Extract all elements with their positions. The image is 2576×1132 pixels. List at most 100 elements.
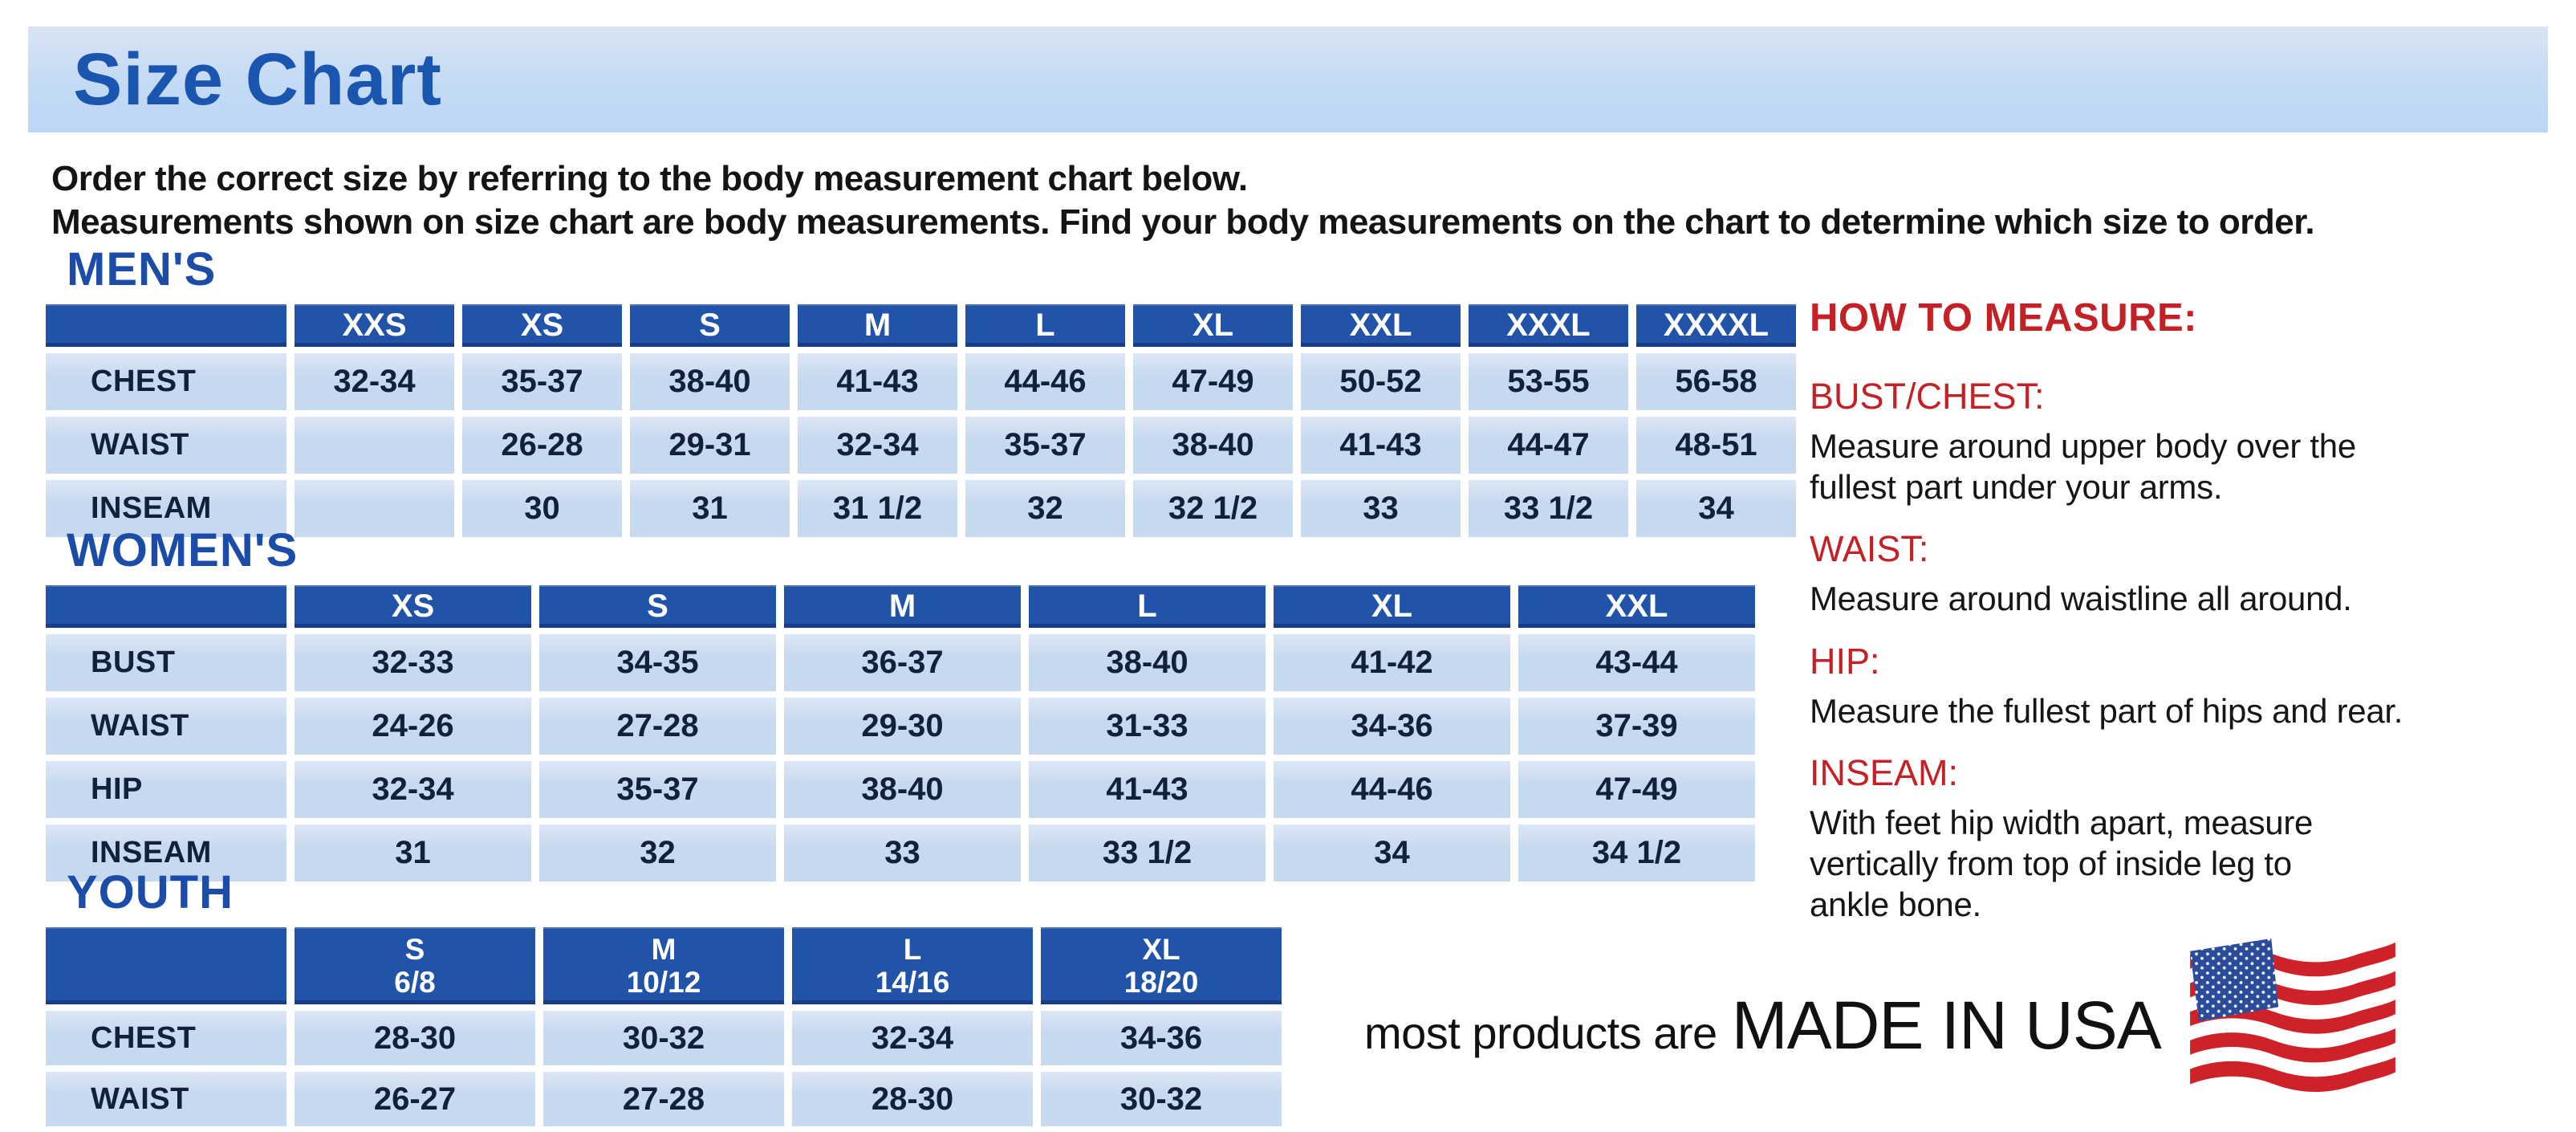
size-cell: [295, 480, 454, 537]
size-column-header: L: [1029, 585, 1266, 628]
section-heading-mens: MEN'S: [67, 243, 217, 295]
size-cell: 37-39: [1518, 698, 1755, 755]
made-in-usa-emphasis: MADE IN USA: [1731, 987, 2162, 1063]
row-label: CHEST: [46, 1011, 286, 1065]
size-cell: 38-40: [630, 353, 790, 410]
size-cell: 33: [784, 825, 1021, 882]
size-column-header: XL: [1133, 304, 1293, 347]
section-heading-youth: YOUTH: [67, 866, 234, 918]
size-column-header: XXL: [1518, 585, 1755, 628]
size-cell: 28-30: [792, 1072, 1033, 1126]
row-label: WAIST: [46, 1072, 286, 1126]
usa-flag-icon: [2189, 938, 2395, 1093]
flag-stripe: [2189, 1042, 2395, 1078]
size-cell: 29-30: [784, 698, 1021, 755]
size-column-header: XL 18/20: [1041, 927, 1282, 1004]
size-cell: 32: [965, 480, 1125, 537]
youth-size-table: S 6/8 M 10/12 L 14/16 XL 18/20 CHEST 28-30 30-…: [46, 927, 1282, 1126]
measure-instruction-waist: Measure around waistline all around.: [1810, 580, 2352, 618]
measure-instruction-inseam: With feet hip width apart, measure verti…: [1810, 803, 2314, 924]
table-corner-cell: [46, 585, 286, 628]
measure-term-bust-chest: BUST/CHEST:: [1810, 376, 2045, 417]
mens-size-table: XXS XS S M L XL XXL XXXL XXXXL CHEST 32-34 35-37 38-…: [46, 304, 1796, 537]
size-cell: 33: [1301, 480, 1461, 537]
size-cell: 41-42: [1274, 634, 1510, 691]
youth-section: YOUTH S 6/8 M 10/12 L 14/16 XL 18/20 CHEST 28…: [46, 865, 1282, 1126]
size-cell: 41-43: [798, 353, 957, 410]
size-cell: 34: [1636, 480, 1796, 537]
size-column-header: M 10/12: [543, 927, 784, 1004]
size-cell: 32-33: [295, 634, 531, 691]
size-cell: 34: [1274, 825, 1510, 882]
size-cell: 41-43: [1029, 761, 1266, 818]
size-cell: 34-35: [539, 634, 776, 691]
page-title: Size Chart: [73, 38, 442, 120]
flag-stripe: [2189, 1014, 2395, 1049]
size-cell: 32 1/2: [1133, 480, 1293, 537]
size-cell: 30-32: [1041, 1072, 1282, 1126]
intro-line-2: Measurements shown on size chart are bod…: [51, 202, 2315, 242]
size-cell: 27-28: [539, 698, 776, 755]
size-cell: 31: [295, 825, 531, 882]
size-cell: 30: [462, 480, 622, 537]
flag-stripe: [2189, 1028, 2395, 1064]
section-heading-womens: WOMEN'S: [67, 524, 299, 576]
size-column-header: S: [630, 304, 790, 347]
made-in-usa-prefix: most products are: [1364, 1008, 1717, 1058]
size-column-header: L 14/16: [792, 927, 1033, 1004]
size-column-header: L: [965, 304, 1125, 347]
flag-canton: [2189, 938, 2278, 1022]
size-cell: 47-49: [1518, 761, 1755, 818]
size-cell: 47-49: [1133, 353, 1293, 410]
size-cell: 36-37: [784, 634, 1021, 691]
size-cell: 41-43: [1301, 417, 1461, 474]
size-column-header: M: [798, 304, 957, 347]
size-cell: 32: [539, 825, 776, 882]
size-cell: 33 1/2: [1029, 825, 1266, 882]
size-cell: 48-51: [1636, 417, 1796, 474]
table-corner-cell: [46, 304, 286, 347]
row-label: BUST: [46, 634, 286, 691]
size-cell: 56-58: [1636, 353, 1796, 410]
size-cell: 27-28: [543, 1072, 784, 1126]
size-cell: 38-40: [784, 761, 1021, 818]
made-in-usa-banner: most products are MADE IN USA: [1364, 931, 2405, 1120]
size-column-header: XXXL: [1469, 304, 1628, 347]
row-label: CHEST: [46, 353, 286, 410]
measure-term-hip: HIP:: [1810, 640, 1880, 682]
measure-term-inseam: INSEAM:: [1810, 751, 1959, 793]
size-cell: 31-33: [1029, 698, 1266, 755]
how-to-measure-panel: HOW TO MEASURE: BUST/CHEST: Measure arou…: [1810, 295, 2540, 947]
size-column-header: XXS: [295, 304, 454, 347]
size-cell: 44-46: [1274, 761, 1510, 818]
womens-section: WOMEN'S XS S M L XL XXL BUST 32-33 34-35 36-37 38-…: [46, 523, 1755, 882]
size-cell: 34-36: [1274, 698, 1510, 755]
size-cell: [295, 417, 454, 474]
size-column-header: XXL: [1301, 304, 1461, 347]
size-column-header: M: [784, 585, 1021, 628]
size-cell: 38-40: [1133, 417, 1293, 474]
size-cell: 32-34: [792, 1011, 1033, 1065]
size-cell: 32-34: [295, 353, 454, 410]
size-cell: 35-37: [462, 353, 622, 410]
size-cell: 35-37: [965, 417, 1125, 474]
size-cell: 26-28: [462, 417, 622, 474]
size-cell: 24-26: [295, 698, 531, 755]
size-cell: 31: [630, 480, 790, 537]
made-in-usa-text-group: most products are MADE IN USA: [1364, 987, 2162, 1065]
measure-instruction-bust-chest: Measure around upper body over the fulle…: [1810, 427, 2356, 507]
flag-stripe: [2189, 1057, 2395, 1093]
row-label: HIP: [46, 761, 286, 818]
measure-instruction-hip: Measure the fullest part of hips and rea…: [1810, 691, 2403, 730]
size-cell: 32-34: [295, 761, 531, 818]
title-banner: Size Chart: [28, 26, 2548, 132]
size-cell: 33 1/2: [1469, 480, 1628, 537]
size-column-header: XS: [295, 585, 531, 628]
womens-size-table: XS S M L XL XXL BUST 32-33 34-35 36-37 38-40 41-42 4…: [46, 585, 1755, 882]
size-cell: 50-52: [1301, 353, 1461, 410]
row-label: WAIST: [46, 417, 286, 474]
size-cell: 31 1/2: [798, 480, 957, 537]
size-cell: 53-55: [1469, 353, 1628, 410]
how-to-measure-heading: HOW TO MEASURE:: [1810, 296, 2197, 340]
table-corner-cell: [46, 927, 286, 1004]
